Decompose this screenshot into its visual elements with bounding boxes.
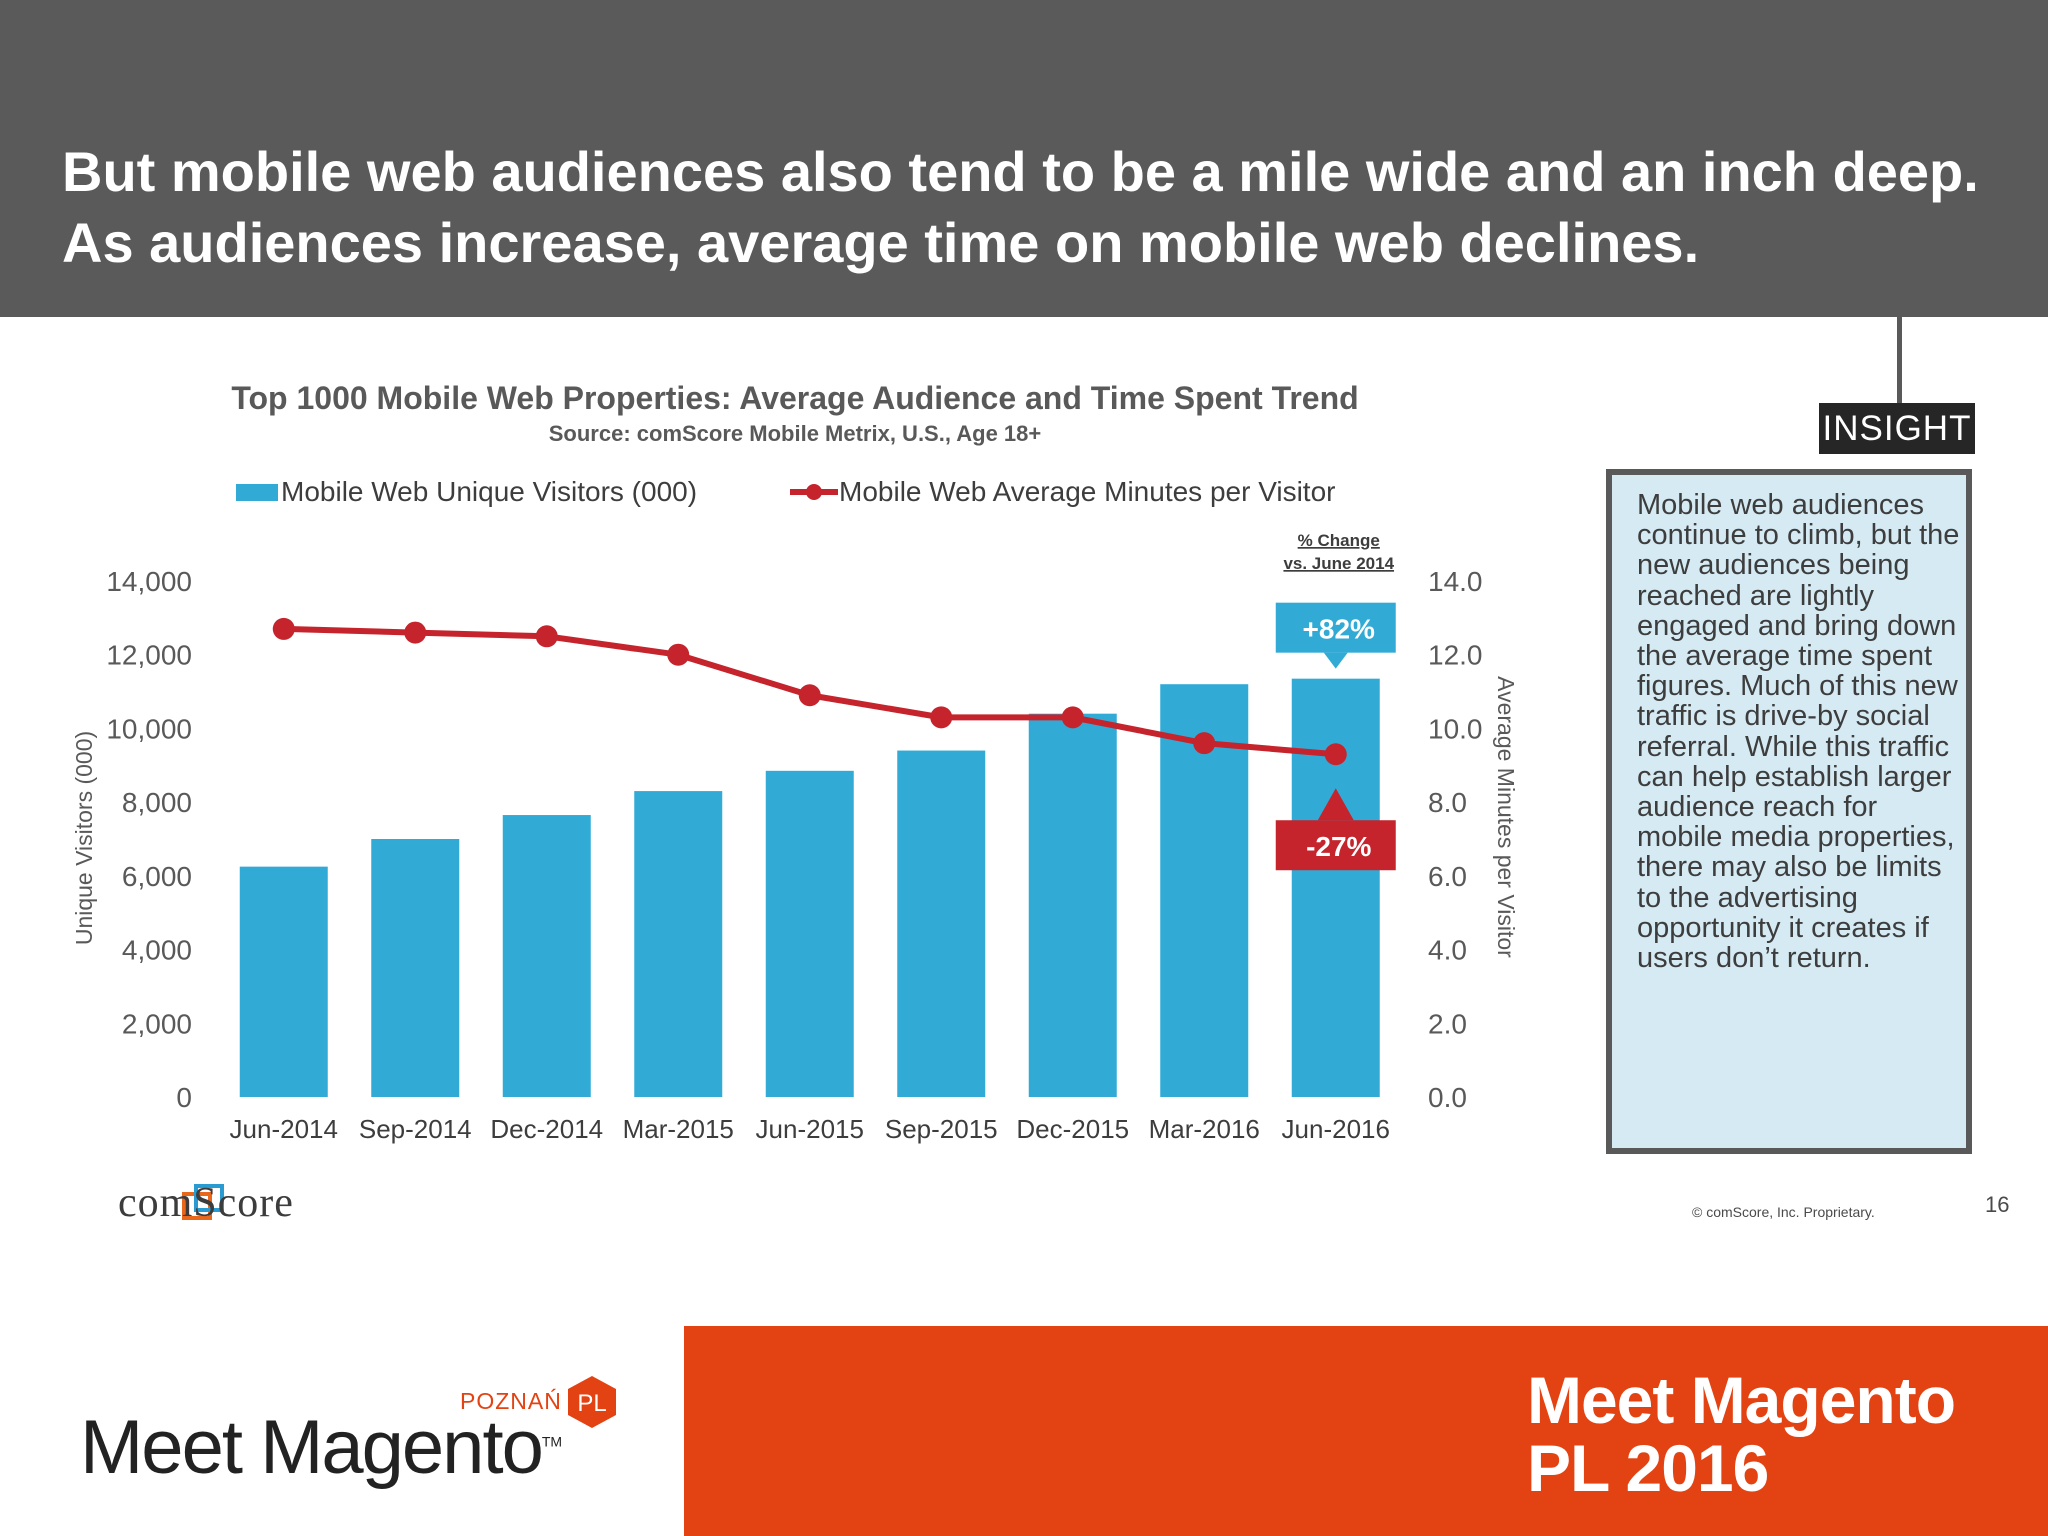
line-point-Jun-2015	[798, 684, 821, 707]
x-tick-label: Jun-2014	[230, 1114, 338, 1144]
insight-box	[1606, 469, 1972, 1154]
event-city: POZNAŃ	[460, 1388, 562, 1414]
event-title-line1: Meet Magento	[1527, 1363, 1956, 1437]
x-tick-label: Sep-2014	[359, 1114, 472, 1144]
bar-Dec-2014	[502, 815, 591, 1097]
comscore-logo-text: comScore	[118, 1180, 294, 1226]
bar-Jun-2015	[765, 770, 854, 1097]
callout-line-box	[1275, 820, 1396, 871]
insight-text: Mobile web audiences continue to climb, …	[1637, 489, 1960, 975]
y-tick-label: 6,000	[122, 861, 192, 892]
change-header-line2: vs. June 2014	[1283, 554, 1394, 573]
legend-label-line: Mobile Web Average Minutes per Visitor	[839, 476, 1335, 507]
y2-tick-label: 8.0	[1428, 787, 1467, 818]
page-number: 16	[1985, 1192, 2010, 1217]
y2-tick-label: 4.0	[1428, 935, 1467, 966]
x-tick-label: Dec-2014	[490, 1114, 603, 1144]
y-tick-label: 12,000	[106, 640, 192, 671]
slide-headline: But mobile web audiences also tend to be…	[62, 140, 1979, 274]
bar-Sep-2014	[371, 839, 460, 1097]
x-tick-label: Dec-2015	[1016, 1114, 1129, 1144]
change-header-line1: % Change	[1298, 531, 1380, 550]
y2-tick-label: 2.0	[1428, 1008, 1467, 1039]
insight-tag: INSIGHT	[1819, 403, 1975, 454]
bar-Mar-2015	[634, 791, 723, 1097]
legend-swatch-marker	[806, 484, 822, 500]
footer-band	[684, 1326, 2048, 1536]
y2-tick-label: 6.0	[1428, 861, 1467, 892]
line-point-Sep-2014	[404, 621, 427, 644]
bar-Jun-2016	[1291, 678, 1380, 1097]
callout-bar-box	[1275, 602, 1396, 653]
copyright: © comScore, Inc. Proprietary.	[1692, 1204, 1875, 1220]
y-tick-label: 4,000	[122, 935, 192, 966]
chart: Mobile Web Unique Visitors (000) Mobile W…	[71, 476, 1519, 1144]
event-title-line2: PL 2016	[1527, 1431, 1769, 1505]
chart-title: Top 1000 Mobile Web Properties: Average …	[231, 380, 1359, 416]
y2-tick-label: 12.0	[1428, 640, 1483, 671]
bar-Jun-2014	[239, 866, 328, 1097]
bar-Sep-2015	[897, 750, 986, 1097]
x-tick-label: Jun-2016	[1282, 1114, 1390, 1144]
line-point-Mar-2016	[1193, 732, 1216, 755]
line-point-Mar-2015	[667, 643, 690, 666]
insight-connector	[1897, 317, 1902, 403]
meet-magento-logo-text: Meet Magento	[80, 1405, 544, 1490]
callout-line-text: -27%	[1306, 831, 1371, 862]
legend-swatch-bar	[236, 484, 278, 501]
pl-badge-icon: PL	[568, 1376, 616, 1428]
y-tick-label: 14,000	[106, 566, 192, 597]
line-point-Dec-2015	[1061, 706, 1084, 729]
bar-Dec-2015	[1028, 713, 1117, 1097]
chart-subtitle: Source: comScore Mobile Metrix, U.S., Ag…	[548, 421, 1042, 446]
x-tick-label: Mar-2016	[1149, 1114, 1260, 1144]
event-title: Meet Magento PL 2016	[1527, 1363, 1956, 1505]
header-band	[0, 0, 2048, 317]
y2-axis-title: Average Minutes per Visitor	[1493, 676, 1519, 958]
comscore-logo-icon	[182, 1184, 224, 1220]
y-axis-title: Unique Visitors (000)	[71, 731, 97, 945]
line-point-Jun-2016	[1324, 743, 1347, 766]
line-point-Sep-2015	[930, 706, 953, 729]
y2-tick-label: 0.0	[1428, 1082, 1467, 1113]
y2-tick-label: 10.0	[1428, 713, 1483, 744]
x-tick-label: Mar-2015	[623, 1114, 734, 1144]
trademark: TM	[541, 1433, 563, 1450]
y-tick-label: 0	[176, 1082, 192, 1113]
y-tick-label: 8,000	[122, 787, 192, 818]
pl-badge-text: PL	[577, 1390, 606, 1417]
y-tick-label: 10,000	[106, 713, 192, 744]
x-tick-label: Sep-2015	[885, 1114, 998, 1144]
callout-bar-text: +82%	[1303, 614, 1375, 645]
legend-label-bar: Mobile Web Unique Visitors (000)	[281, 476, 697, 507]
y2-tick-label: 14.0	[1428, 566, 1483, 597]
line-point-Dec-2014	[535, 625, 558, 648]
y-tick-label: 2,000	[122, 1008, 192, 1039]
line-point-Jun-2014	[272, 617, 295, 640]
meet-magento-logo: Meet MagentoTM	[80, 1404, 562, 1491]
callout-line-pointer	[1317, 788, 1354, 821]
callout-bar-pointer	[1323, 652, 1348, 669]
x-tick-label: Jun-2015	[756, 1114, 864, 1144]
